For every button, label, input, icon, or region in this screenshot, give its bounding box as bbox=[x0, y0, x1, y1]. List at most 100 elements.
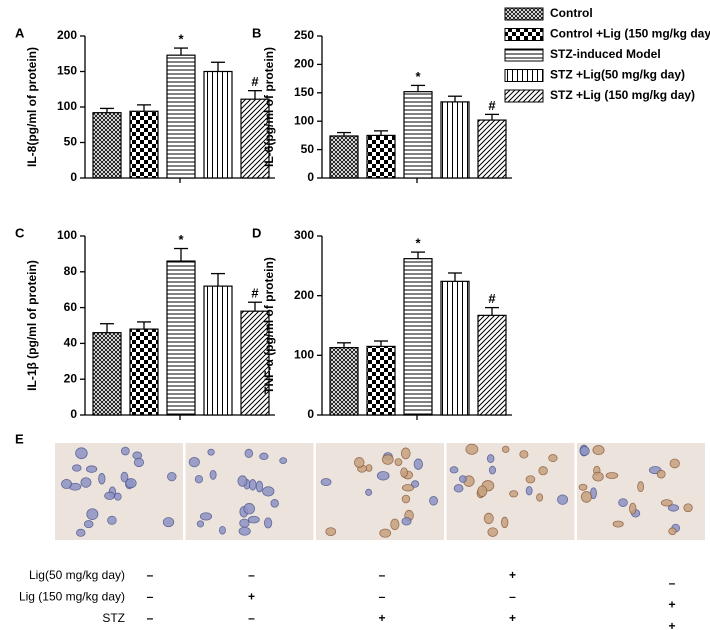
bar bbox=[403, 258, 433, 416]
cell bbox=[536, 493, 544, 502]
cell bbox=[401, 517, 412, 526]
treatment-sign: – bbox=[147, 590, 154, 604]
cell bbox=[525, 475, 536, 484]
cell bbox=[255, 480, 264, 493]
cell bbox=[400, 447, 411, 460]
cell bbox=[162, 517, 175, 528]
cell bbox=[379, 528, 392, 538]
cell bbox=[487, 527, 498, 537]
legend-label: Control bbox=[550, 6, 593, 20]
cell bbox=[86, 508, 99, 520]
cell bbox=[394, 458, 403, 467]
bar bbox=[440, 280, 470, 416]
cell bbox=[381, 454, 394, 465]
y-tick-label: 100 bbox=[57, 228, 77, 242]
y-tick-label: 50 bbox=[64, 135, 78, 149]
cell bbox=[86, 465, 98, 473]
panel-letter: D bbox=[252, 225, 261, 240]
y-axis-label: TNF-α (pg/ml of protein) bbox=[262, 257, 276, 394]
panel-letter: C bbox=[15, 225, 25, 240]
cell bbox=[488, 465, 497, 475]
cell bbox=[669, 458, 680, 469]
cell bbox=[209, 469, 217, 480]
treatment-sign: + bbox=[668, 619, 675, 630]
cell bbox=[262, 486, 275, 497]
y-tick-label: 0 bbox=[70, 170, 77, 184]
legend-swatch bbox=[504, 7, 544, 21]
panel-letter: B bbox=[252, 25, 261, 40]
treatment-sign: – bbox=[248, 611, 255, 625]
cell bbox=[548, 454, 558, 463]
cell bbox=[61, 479, 72, 490]
bar bbox=[92, 332, 122, 416]
treatment-sign: – bbox=[147, 611, 154, 625]
bar bbox=[366, 134, 396, 179]
cell bbox=[637, 481, 645, 493]
significance-mark: # bbox=[251, 286, 259, 301]
treatment-sign: + bbox=[668, 598, 675, 612]
cell bbox=[320, 478, 332, 487]
treatment-sign: – bbox=[248, 568, 255, 582]
y-axis-label: IL-1β (pg/ml of protein) bbox=[25, 260, 39, 391]
legend-label: STZ +Lig (150 mg/kg day) bbox=[550, 88, 695, 102]
cell bbox=[194, 475, 204, 484]
cell bbox=[411, 480, 420, 488]
bar bbox=[203, 70, 233, 179]
cell bbox=[219, 525, 226, 535]
cell bbox=[413, 458, 423, 470]
legend-label: STZ +Lig(50 mg/kg day) bbox=[550, 68, 685, 82]
y-tick-label: 60 bbox=[64, 300, 78, 314]
cell bbox=[238, 526, 251, 536]
bar bbox=[440, 101, 470, 179]
treatment-sign: – bbox=[147, 568, 154, 582]
bar bbox=[129, 328, 159, 416]
significance-mark: * bbox=[178, 232, 184, 247]
micrograph bbox=[316, 443, 444, 540]
legend-label: Control +Lig (150 mg/kg day) bbox=[550, 27, 710, 41]
cell bbox=[353, 457, 365, 468]
bar bbox=[329, 346, 359, 416]
cell bbox=[683, 503, 693, 513]
y-tick-label: 100 bbox=[57, 99, 77, 113]
bar bbox=[240, 310, 270, 416]
legend-swatch bbox=[504, 69, 544, 82]
y-tick-label: 80 bbox=[64, 264, 78, 278]
cell bbox=[660, 499, 673, 507]
cell bbox=[618, 498, 628, 507]
y-tick-label: 100 bbox=[294, 348, 314, 362]
cell bbox=[578, 483, 588, 491]
cell bbox=[483, 512, 494, 525]
cell bbox=[80, 477, 92, 488]
cell bbox=[120, 446, 130, 456]
cell bbox=[75, 447, 88, 460]
cell bbox=[501, 445, 510, 453]
cell bbox=[72, 464, 82, 472]
cell bbox=[133, 457, 145, 468]
cell bbox=[401, 484, 415, 492]
cell bbox=[98, 473, 106, 485]
cell bbox=[477, 485, 488, 497]
cell bbox=[279, 457, 288, 465]
bar bbox=[166, 54, 196, 179]
bar bbox=[92, 112, 122, 179]
cell bbox=[557, 494, 569, 505]
treatment-sign: + bbox=[509, 568, 516, 582]
cell bbox=[579, 446, 590, 456]
bar bbox=[240, 98, 270, 179]
cell bbox=[107, 515, 117, 525]
cell bbox=[525, 486, 533, 496]
cell bbox=[104, 491, 116, 500]
bar bbox=[166, 260, 196, 416]
cell bbox=[83, 520, 94, 529]
legend-swatch bbox=[504, 89, 544, 103]
cell bbox=[125, 478, 137, 489]
row-label: Lig (150 mg/kg day) bbox=[19, 590, 125, 604]
cell bbox=[401, 494, 411, 504]
cell bbox=[259, 452, 269, 461]
cell bbox=[188, 456, 200, 468]
cell bbox=[667, 504, 680, 512]
cell bbox=[538, 466, 548, 476]
cell bbox=[629, 502, 637, 515]
row-label: STZ bbox=[102, 611, 125, 625]
